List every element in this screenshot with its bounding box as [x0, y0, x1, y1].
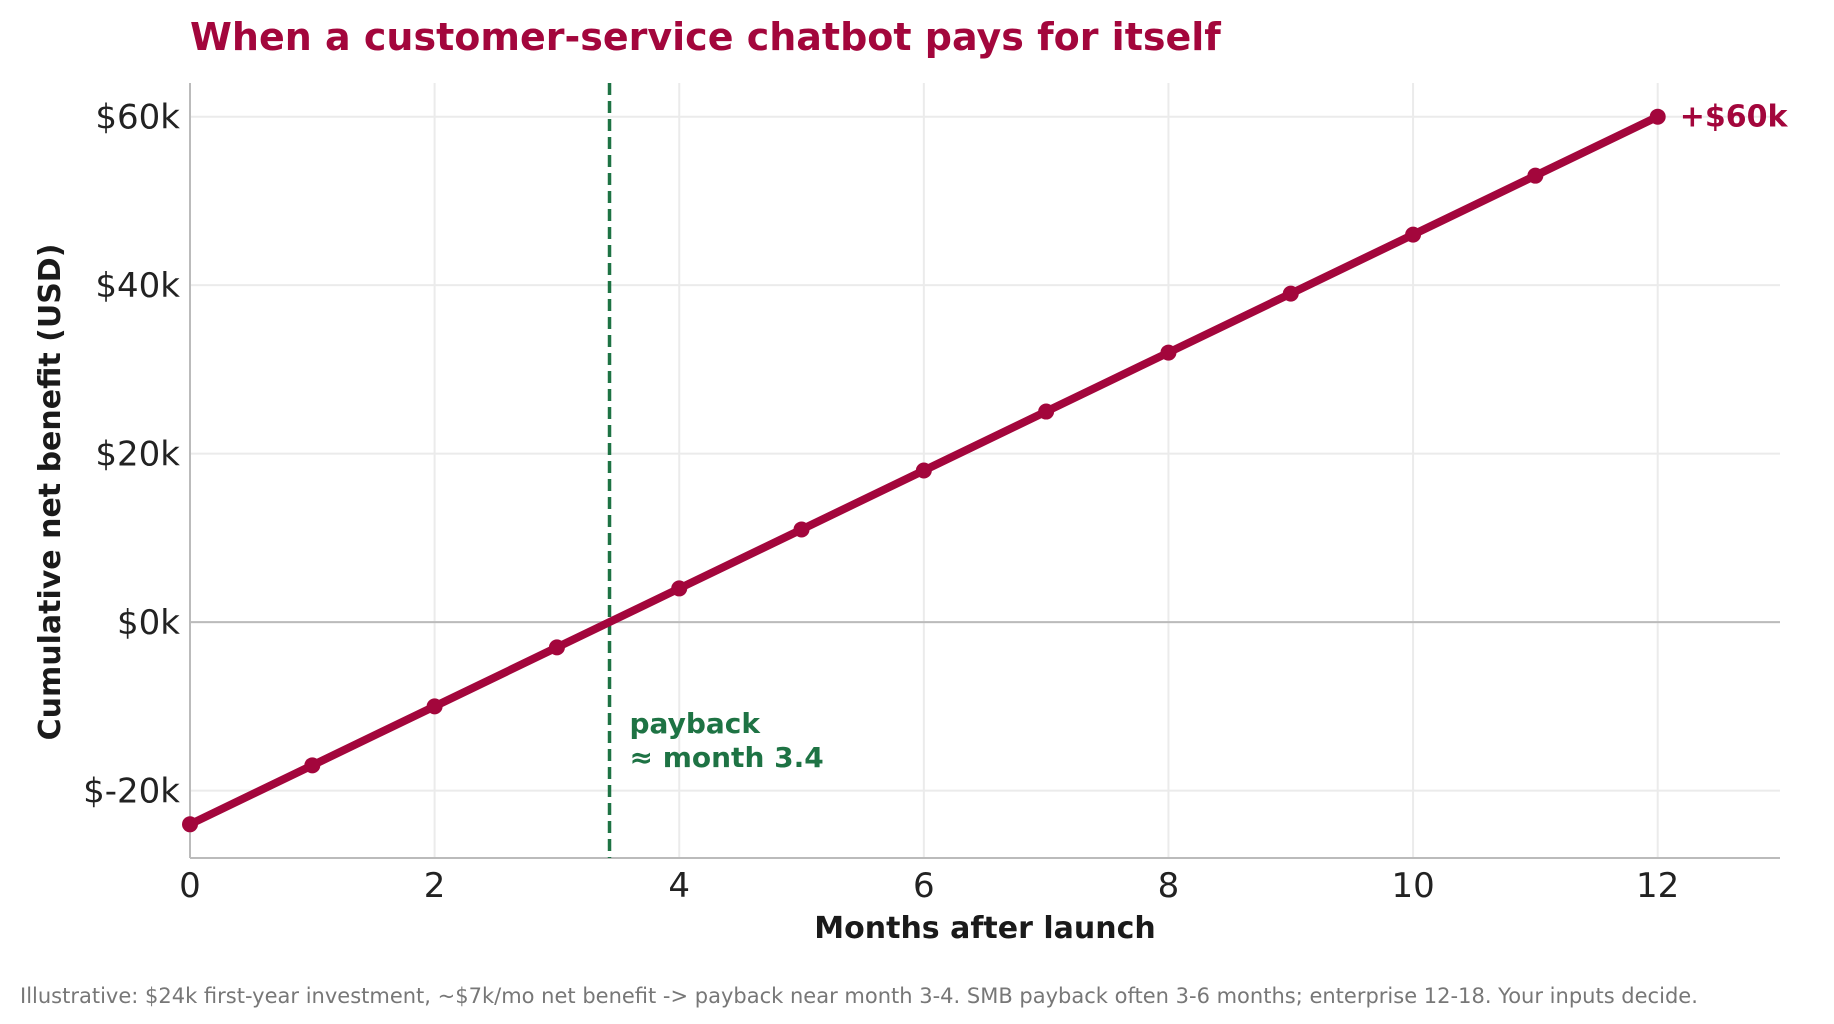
- series: [182, 108, 1666, 833]
- y-tick-label: $40k: [95, 266, 180, 306]
- axes: 0 2 4 6 8 10 12 $-20k $0k $20k $40k $60k: [83, 83, 1780, 906]
- payback-annotation-line2: ≈ month 3.4: [630, 741, 824, 774]
- x-tick-label: 6: [913, 866, 935, 906]
- x-axis-label: Months after launch: [814, 911, 1155, 946]
- chart-caption: Illustrative: $24k first-year investment…: [20, 984, 1698, 1008]
- payback-annotation-line1: payback: [630, 707, 762, 740]
- data-point: [1038, 403, 1055, 420]
- x-tick-label: 10: [1391, 866, 1434, 906]
- y-tick-label: $0k: [117, 603, 180, 643]
- chart-title: When a customer-service chatbot pays for…: [190, 15, 1221, 59]
- x-tick-label: 2: [424, 866, 446, 906]
- data-point: [548, 639, 565, 656]
- data-point: [304, 757, 321, 774]
- y-tick-label: $-20k: [83, 772, 180, 812]
- data-point: [793, 521, 810, 538]
- end-value-label: +$60k: [1680, 100, 1789, 135]
- data-point: [1405, 226, 1422, 243]
- labels: payback≈ month 3.4 +$60k: [630, 100, 1789, 774]
- data-point: [1527, 167, 1544, 184]
- y-tick-label: $20k: [95, 435, 180, 475]
- x-tick-label: 0: [179, 866, 201, 906]
- y-axis-label: Cumulative net benefit (USD): [33, 244, 68, 741]
- data-point: [182, 816, 198, 833]
- data-point: [1282, 285, 1299, 302]
- x-tick-label: 12: [1636, 866, 1679, 906]
- data-point: [426, 698, 443, 715]
- data-point: [671, 580, 688, 597]
- data-point: [1649, 108, 1666, 125]
- x-tick-label: 4: [668, 866, 690, 906]
- y-tick-label: $60k: [95, 98, 180, 138]
- grid: [189, 83, 1780, 858]
- data-point: [915, 462, 932, 479]
- data-point: [1160, 344, 1177, 361]
- x-tick-label: 8: [1158, 866, 1180, 906]
